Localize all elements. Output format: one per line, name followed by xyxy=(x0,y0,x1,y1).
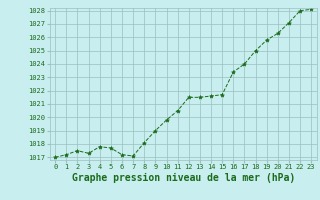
X-axis label: Graphe pression niveau de la mer (hPa): Graphe pression niveau de la mer (hPa) xyxy=(72,173,295,183)
